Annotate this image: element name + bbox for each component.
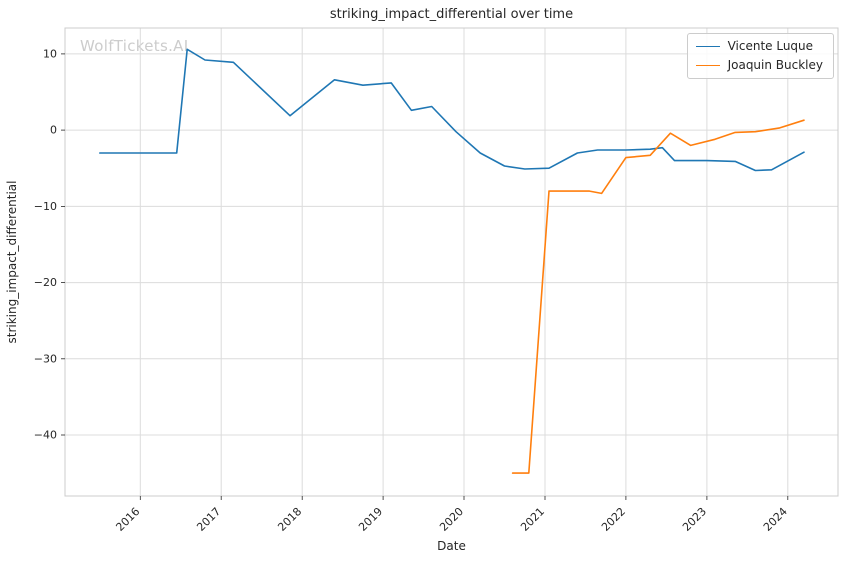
- y-tick-label: −10: [34, 200, 57, 213]
- y-tick-label: −30: [34, 352, 57, 365]
- x-tick-label: 2017: [194, 505, 223, 534]
- legend-line-sample: [695, 64, 720, 66]
- legend: Vicente Luque Joaquin Buckley: [686, 33, 834, 79]
- series-line-0: [99, 48, 805, 172]
- x-tick-label: 2021: [518, 505, 547, 534]
- y-tick-label: −20: [34, 276, 57, 289]
- y-tick-label: 0: [50, 124, 57, 137]
- legend-label: Vicente Luque: [727, 39, 814, 53]
- x-tick-label: 2022: [599, 505, 628, 534]
- legend-label: Joaquin Buckley: [727, 58, 823, 72]
- watermark: WolfTickets.AI: [80, 37, 189, 55]
- plot-frame: [64, 27, 839, 497]
- series-line-1: [511, 119, 805, 474]
- x-axis-label: Date: [437, 539, 466, 553]
- x-tick-label: 2016: [113, 505, 142, 534]
- legend-item-vicente-luque: Vicente Luque: [695, 39, 823, 53]
- legend-line-sample: [695, 45, 720, 47]
- x-tick-label: 2018: [275, 505, 304, 534]
- y-tick-label: 10: [43, 47, 57, 60]
- y-tick-label: −40: [34, 429, 57, 442]
- x-tick-label: 2024: [761, 505, 790, 534]
- x-tick-label: 2019: [356, 505, 385, 534]
- legend-item-joaquin-buckley: Joaquin Buckley: [695, 58, 823, 72]
- x-tick-label: 2020: [437, 505, 466, 534]
- chart-title: striking_impact_differential over time: [329, 7, 574, 22]
- x-tick-label: 2023: [680, 505, 709, 534]
